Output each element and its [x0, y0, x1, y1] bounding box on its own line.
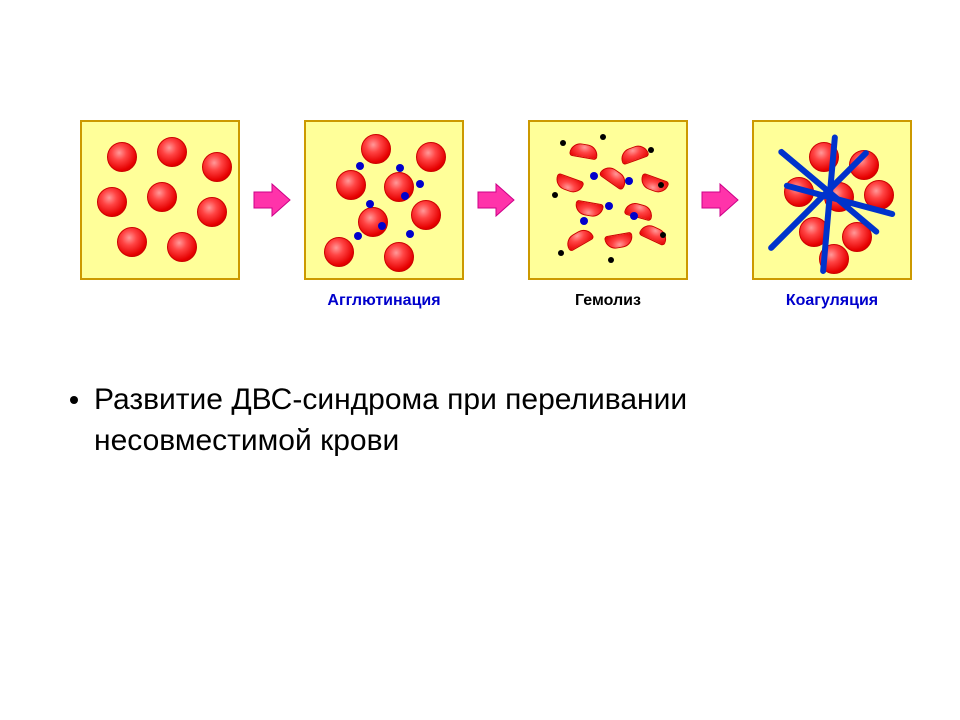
- debris-dot: [558, 250, 564, 256]
- antibody-dot: [401, 192, 409, 200]
- cell-fragment: [569, 142, 599, 161]
- stage-panel-1: Агглютинация: [304, 120, 464, 280]
- cell-fragment: [563, 226, 594, 252]
- cell-fragment: [604, 232, 634, 251]
- antibody-dot: [580, 217, 588, 225]
- antibody-dot: [416, 180, 424, 188]
- cell-fragment: [638, 173, 669, 196]
- arrow-icon: [252, 180, 292, 220]
- antibody-dot: [396, 164, 404, 172]
- diagram-row: Агглютинация Гемолиз Коагуляция: [80, 120, 912, 280]
- debris-dot: [560, 140, 566, 146]
- red-blood-cell: [411, 200, 441, 230]
- caption-row: Развитие ДВС-синдрома при переливании не…: [70, 380, 890, 461]
- red-blood-cell: [197, 197, 227, 227]
- cell-fragment: [599, 163, 630, 191]
- debris-dot: [658, 182, 664, 188]
- red-blood-cell: [384, 172, 414, 202]
- cell-fragment: [574, 200, 604, 219]
- red-blood-cell: [117, 227, 147, 257]
- red-blood-cell: [202, 152, 232, 182]
- antibody-dot: [590, 172, 598, 180]
- antibody-dot: [378, 222, 386, 230]
- stage-panel-3: Коагуляция: [752, 120, 912, 280]
- debris-dot: [608, 257, 614, 263]
- cell-fragment: [624, 201, 655, 222]
- red-blood-cell: [147, 182, 177, 212]
- red-blood-cell: [384, 242, 414, 272]
- red-blood-cell: [416, 142, 446, 172]
- stage-label: Гемолиз: [530, 292, 686, 310]
- stage-label: Агглютинация: [306, 292, 462, 310]
- arrow-icon: [700, 180, 740, 220]
- stage-panel-2: Гемолиз: [528, 120, 688, 280]
- stage-label: Коагуляция: [754, 292, 910, 310]
- antibody-dot: [406, 230, 414, 238]
- arrow-icon: [476, 180, 516, 220]
- red-blood-cell: [157, 137, 187, 167]
- red-blood-cell: [361, 134, 391, 164]
- debris-dot: [660, 232, 666, 238]
- red-blood-cell: [107, 142, 137, 172]
- red-blood-cell: [324, 237, 354, 267]
- antibody-dot: [605, 202, 613, 210]
- caption-text: Развитие ДВС-синдрома при переливании не…: [94, 380, 890, 461]
- debris-dot: [648, 147, 654, 153]
- antibody-dot: [356, 162, 364, 170]
- antibody-dot: [366, 200, 374, 208]
- antibody-dot: [625, 177, 633, 185]
- antibody-dot: [630, 212, 638, 220]
- debris-dot: [552, 192, 558, 198]
- antibody-dot: [354, 232, 362, 240]
- cell-fragment: [553, 173, 584, 196]
- cell-fragment: [618, 143, 649, 166]
- red-blood-cell: [97, 187, 127, 217]
- stage-panel-0: [80, 120, 240, 280]
- debris-dot: [600, 134, 606, 140]
- red-blood-cell: [336, 170, 366, 200]
- bullet-marker: [70, 396, 78, 404]
- red-blood-cell: [167, 232, 197, 262]
